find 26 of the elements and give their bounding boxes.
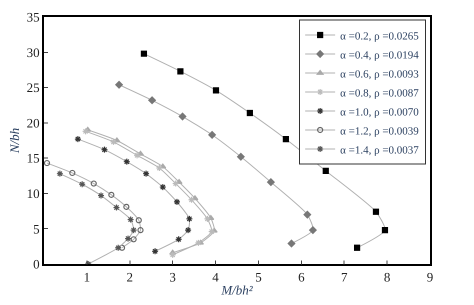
y-tick-label: 20	[26, 115, 40, 130]
legend-label: α =0.2, ρ =0.0265	[340, 30, 420, 42]
y-tick-label: 5	[33, 221, 40, 236]
legend-label: α =1.4, ρ =0.0037	[340, 144, 420, 156]
x-tick-label: 3	[169, 269, 176, 284]
x-axis-title: M/bh²	[220, 282, 254, 298]
y-axis-title: N/bh	[7, 128, 22, 154]
legend-label: α =0.8, ρ =0.0087	[340, 87, 420, 100]
legend-label: α =0.4, ρ =0.0194	[340, 49, 420, 62]
x-tick-label: 6	[298, 269, 306, 284]
x-tick-label: 7	[340, 269, 348, 284]
x-tick-label: 5	[255, 269, 262, 284]
x-tick-label: 8	[384, 269, 390, 284]
y-tick-label: 35	[26, 10, 40, 25]
y-tick-label: 15	[26, 150, 40, 166]
y-tick-label: 10	[26, 186, 40, 201]
legend-label: α =1.2, ρ =0.0039	[340, 125, 420, 138]
y-tick-label: 25	[26, 80, 40, 96]
x-tick-label: 9	[426, 269, 434, 284]
legend-label: α =1.0, ρ =0.0070	[340, 106, 420, 118]
y-tick-label: 0	[33, 256, 40, 272]
x-tick-label: 2	[126, 269, 134, 284]
x-tick-label: 1	[84, 269, 90, 284]
y-tick-label: 30	[26, 44, 40, 60]
legend-label: α =0.6, ρ =0.0093	[340, 68, 420, 80]
x-tick-label: 4	[212, 269, 220, 284]
